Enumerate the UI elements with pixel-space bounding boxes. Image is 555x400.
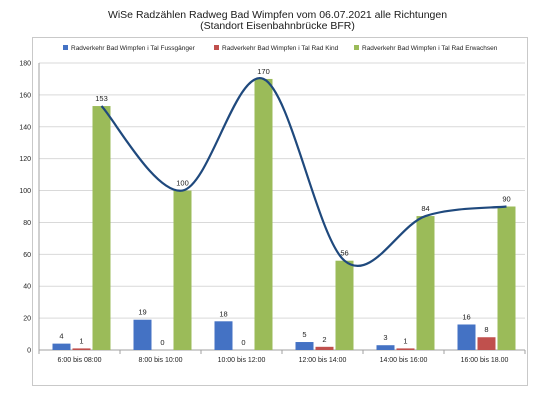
data-label: 5 [302,330,306,339]
data-label: 90 [502,195,510,204]
data-label: 1 [403,336,407,345]
data-label: 1 [79,336,83,345]
bar [497,206,516,350]
y-tick-label: 120 [19,156,31,163]
trend-line [100,77,507,268]
bar [173,190,192,350]
data-label: 153 [95,94,108,103]
y-tick-label: 180 [19,61,31,68]
data-label: 8 [484,325,488,334]
chart-subtitle: (Standort Eisenbahnbrücke BFR) [200,20,355,32]
data-label: 56 [340,249,348,258]
bar [254,78,273,350]
legend-label: Radverkehr Bad Wimpfen i Tal Rad Erwachs… [362,45,498,52]
x-tick-label: 6:00 bis 08:00 [58,357,102,364]
bar [416,216,435,350]
bar [295,342,314,350]
y-tick-label: 140 [19,124,31,131]
chart-frame: 0 20 40 60 80 100 120 140 160 180 6:00 bis 08:00 8:… [19,37,528,386]
legend-swatch [354,45,359,50]
data-label: 84 [421,204,429,213]
bar [214,321,233,350]
y-tick-label: 60 [23,252,31,259]
x-tick-label: 10:00 bis 12:00 [218,357,266,364]
data-label: 3 [383,333,387,342]
data-label: 100 [176,179,189,188]
x-tick-label: 16:00 bis 18.00 [461,357,509,364]
data-label: 170 [257,67,270,76]
bar [52,343,71,350]
data-label: 16 [462,312,470,321]
y-tick-label: 20 [23,316,31,323]
data-label: 0 [160,338,164,347]
legend-swatch [214,45,219,50]
bar [92,106,111,350]
bar [376,345,395,350]
bar [315,346,334,350]
bar [457,324,476,350]
y-tick-label: 40 [23,284,31,291]
x-tick-label: 14:00 bis 16:00 [380,357,428,364]
y-tick-label: 100 [19,188,31,195]
bar [396,348,415,350]
bar [133,319,152,350]
chart-title: WiSe Radzählen Radweg Bad Wimpfen vom 06… [107,9,448,21]
data-label: 18 [219,309,227,318]
bar [335,260,354,350]
y-tick-label: 0 [27,348,31,355]
y-tick-label: 80 [23,220,31,227]
y-tick-label: 160 [19,92,31,99]
x-tick-label: 12:00 bis 14:00 [299,357,347,364]
data-label: 19 [138,308,146,317]
bar [72,348,91,350]
legend-label: Radverkehr Bad Wimpfen i Tal Fussgänger [71,45,196,52]
legend-swatch [63,45,68,50]
data-label: 0 [241,338,245,347]
bar [477,337,496,350]
x-tick-label: 8:00 bis 10:00 [139,357,183,364]
data-label: 2 [322,335,326,344]
data-label: 4 [59,332,63,341]
legend-label: Radverkehr Bad Wimpfen i Tal Rad Kind [222,45,339,52]
